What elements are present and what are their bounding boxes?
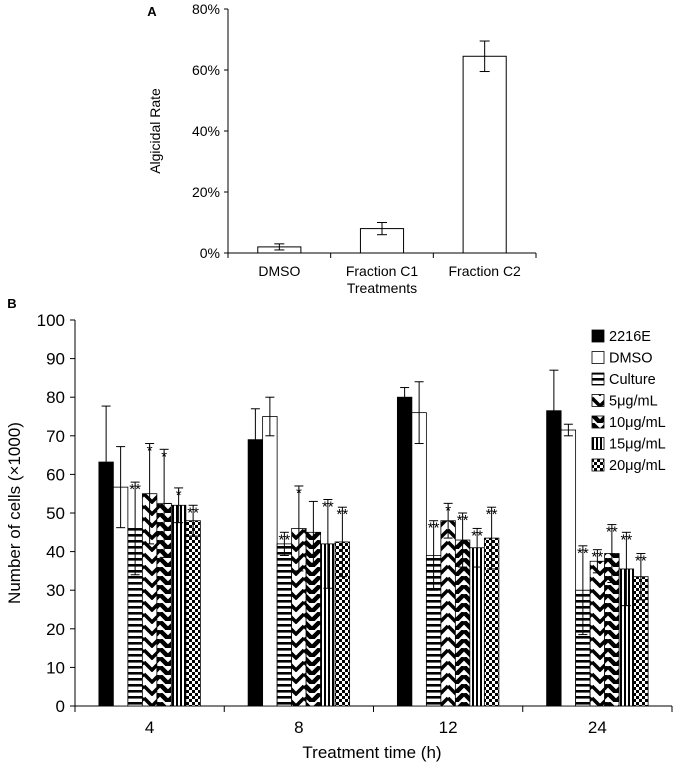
panel-b-y-tick-label: 70: [46, 427, 65, 446]
panel-b-bar: [397, 397, 412, 706]
significance-marker: *: [147, 443, 153, 460]
panel-b-y-axis-label: Number of cells (×1000): [5, 422, 24, 604]
legend-swatch: [592, 459, 604, 471]
panel-a-x-tick-label: DMSO: [258, 263, 300, 279]
legend-swatch: [592, 373, 604, 385]
panel-b-x-axis-label: Treatment time (h): [302, 743, 441, 762]
panel-b-y-tick-label: 100: [37, 311, 65, 330]
panel-b-x-tick-label: 24: [588, 718, 607, 737]
panel-b-x-tick-label: 8: [294, 718, 303, 737]
significance-marker: *: [176, 487, 182, 504]
panel-b-bar: [441, 521, 456, 706]
significance-marker: **: [457, 512, 469, 529]
significance-marker: **: [635, 553, 647, 570]
significance-marker: *: [445, 502, 451, 519]
panel-a-chart: Algicidal Rate Treatments 0% 20% 40% 60% 80%…: [147, 1, 536, 296]
legend-swatch: [592, 330, 604, 342]
panel-b-bar: [547, 411, 562, 706]
panel-b-label: B: [7, 296, 16, 311]
panel-a-y-tick-label: 40%: [192, 123, 220, 139]
significance-marker: **: [577, 545, 589, 562]
significance-marker: **: [187, 504, 199, 521]
panel-b-y-tick-label: 30: [46, 581, 65, 600]
panel-b-y-tick-label: 90: [46, 350, 65, 369]
panel-b-bar: [263, 417, 278, 707]
legend-swatch: [592, 416, 604, 428]
panel-b-x-tick-label: 12: [439, 718, 458, 737]
panel-b-bar: [590, 561, 605, 706]
legend-label: 2216E: [609, 329, 651, 345]
panel-a-y-tick-label: 60%: [192, 62, 220, 78]
panel-a-x-axis-label: Treatments: [347, 280, 417, 296]
significance-marker: **: [621, 531, 633, 548]
significance-marker: **: [471, 527, 483, 544]
significance-marker: **: [486, 506, 498, 523]
panel-b-y-tick-label: 20: [46, 620, 65, 639]
legend-swatch: [592, 395, 604, 407]
panel-a-x-tick-label: Fraction C1: [346, 263, 419, 279]
panel-a-y-tick-label: 20%: [192, 184, 220, 200]
panel-b-x-tick-label: 4: [145, 718, 154, 737]
panel-b-y-tick-label: 80: [46, 388, 65, 407]
legend-label: 5μg/mL: [609, 394, 658, 410]
panel-b-bar: [470, 548, 485, 706]
legend-label: 15μg/mL: [609, 437, 666, 453]
legend-swatch: [592, 438, 604, 450]
significance-marker: **: [606, 524, 618, 541]
legend: 2216E DMSO Culture 5μg/mL 10μg/mL 15μg/mL 20μg…: [592, 329, 666, 474]
panel-b-bar: [561, 430, 576, 706]
significance-marker: **: [428, 520, 440, 537]
panel-b-y-tick-label: 50: [46, 504, 65, 523]
significance-marker: **: [279, 531, 291, 548]
panel-b-bar: [171, 505, 186, 706]
panel-b-y-tick-label: 60: [46, 465, 65, 484]
significance-marker: **: [592, 549, 604, 566]
panel-b-y-tick-label: 0: [56, 697, 65, 716]
panel-b-chart: Number of cells (×1000) Treatment time (…: [5, 311, 672, 762]
panel-b-bar: [186, 521, 201, 706]
panel-a-y-tick-label: 0%: [200, 245, 220, 261]
significance-marker: *: [161, 448, 167, 465]
panel-b-y-tick-label: 10: [46, 658, 65, 677]
significance-marker: *: [296, 485, 302, 502]
legend-label: 20μg/mL: [609, 458, 666, 474]
panel-b-bar: [248, 440, 263, 706]
panel-a-bar: [463, 56, 506, 253]
panel-a-label: A: [147, 4, 157, 19]
significance-marker: **: [129, 481, 141, 498]
legend-label: DMSO: [609, 351, 653, 367]
panel-a-x-tick-label: Fraction C2: [448, 263, 521, 279]
figure: A B Algicidal Rate Treatments 0% 20% 40% 60…: [0, 0, 680, 767]
panel-b-bar: [277, 544, 292, 706]
significance-marker: **: [322, 498, 334, 515]
panel-b-bar: [412, 413, 427, 706]
significance-marker: **: [337, 506, 349, 523]
legend-swatch: [592, 352, 604, 364]
legend-label: Culture: [609, 372, 656, 388]
panel-b-y-tick-label: 40: [46, 543, 65, 562]
panel-a-y-tick-label: 80%: [192, 1, 220, 17]
legend-label: 10μg/mL: [609, 415, 666, 431]
panel-a-y-axis-label: Algicidal Rate: [147, 88, 163, 174]
